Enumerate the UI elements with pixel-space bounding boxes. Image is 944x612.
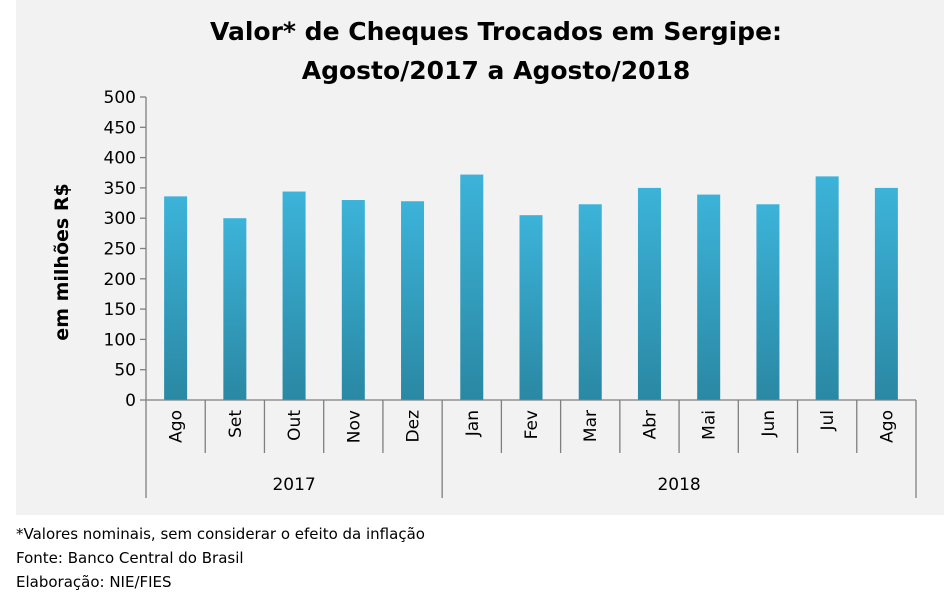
chart-panel: Valor* de Cheques Trocados em Sergipe: A… xyxy=(16,0,944,515)
y-tick-label: 0 xyxy=(125,391,136,411)
x-group-label-2018: 2018 xyxy=(657,475,700,495)
x-tick-label: Ago xyxy=(167,410,187,443)
x-tick-label: Mai xyxy=(700,410,720,440)
footnote-source: Fonte: Banco Central do Brasil xyxy=(16,549,244,567)
footnote-inflation: *Valores nominais, sem considerar o efei… xyxy=(16,525,425,543)
x-tick-label: Nov xyxy=(344,410,364,443)
x-tick-label: Set xyxy=(226,410,246,438)
bar-abr-8 xyxy=(637,187,661,400)
x-tick-label: Fev xyxy=(522,410,542,439)
footnote-elaboration: Elaboração: NIE/FIES xyxy=(16,573,172,591)
y-tick-label: 50 xyxy=(114,361,136,381)
x-tick-label: Jun xyxy=(759,410,779,438)
bar-jun-10 xyxy=(756,204,780,400)
bar-fev-6 xyxy=(519,215,543,400)
bar-dez-4 xyxy=(401,201,425,400)
y-tick-label: 200 xyxy=(104,270,136,290)
y-tick-label: 400 xyxy=(104,149,136,169)
y-tick-label: 300 xyxy=(104,209,136,229)
bar-nov-3 xyxy=(341,200,365,400)
x-tick-label: Jul xyxy=(818,410,838,432)
x-tick-label: Jan xyxy=(463,410,483,437)
x-tick-label: Abr xyxy=(640,410,660,439)
bar-jul-11 xyxy=(815,176,839,400)
bar-out-2 xyxy=(282,191,306,400)
y-tick-label: 150 xyxy=(104,300,136,320)
bar-mar-7 xyxy=(578,204,602,400)
bar-mai-9 xyxy=(697,194,721,400)
chart-title: Valor* de Cheques Trocados em Sergipe: xyxy=(210,17,782,46)
x-tick-label: Mar xyxy=(581,410,601,442)
y-tick-label: 450 xyxy=(104,118,136,138)
bar-series xyxy=(164,174,898,400)
y-tick-label: 250 xyxy=(104,240,136,260)
footnotes: *Valores nominais, sem considerar o efei… xyxy=(16,522,916,594)
y-tick-label: 500 xyxy=(104,88,136,108)
x-group-label-2017: 2017 xyxy=(272,475,315,495)
bar-chart: Valor* de Cheques Trocados em Sergipe: A… xyxy=(51,17,917,498)
y-tick-label: 100 xyxy=(104,330,136,350)
x-tick-label: Dez xyxy=(404,410,424,443)
x-axis: Ago Set Out Nov Dez Jan Fev Mar Abr Mai Jun Jul Ago 2… xyxy=(145,399,917,498)
bar-jan-5 xyxy=(460,174,484,400)
bar-ago-12 xyxy=(874,187,898,400)
y-axis-label: em milhões R$ xyxy=(51,183,73,340)
y-axis: 0 50 100 150 200 250 300 350 400 450 500 xyxy=(104,88,147,411)
y-tick-label: 350 xyxy=(104,179,136,199)
x-tick-label: Out xyxy=(285,410,305,441)
bar-set-1 xyxy=(223,218,247,400)
x-tick-label: Ago xyxy=(877,410,897,443)
bar-ago-0 xyxy=(164,196,188,400)
chart-subtitle: Agosto/2017 a Agosto/2018 xyxy=(302,56,691,85)
